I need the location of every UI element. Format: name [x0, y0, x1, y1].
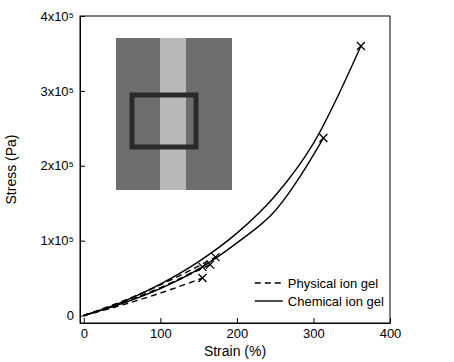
tick-label: 0 [81, 326, 88, 341]
plot-frame [80, 16, 390, 323]
tick-label: 200 [227, 326, 249, 341]
y-axis: 0 1x10⁵ 2x10⁵ 3x10⁵ 4x10⁵ [40, 9, 85, 324]
tick: 300 [303, 318, 325, 341]
break-marker [198, 274, 206, 282]
legend-label: Chemical ion gel [288, 294, 384, 309]
legend-label: Physical ion gel [288, 276, 378, 291]
x-axis-title: Strain (%) [204, 343, 266, 359]
tick: 200 [227, 318, 249, 341]
tick: 100 [150, 318, 172, 341]
tick-mark [80, 91, 85, 92]
break-marker [319, 134, 327, 142]
chart: 0 100 200 300 400 0 1x10⁵ 2x10⁵ 3x10⁵ 4x10⁵ Strain… [0, 0, 454, 362]
tick-label: 4x10⁵ [40, 9, 74, 24]
tick-mark [80, 241, 85, 242]
tick: 1x10⁵ [40, 233, 85, 248]
legend-swatch [255, 300, 283, 301]
break-marker [357, 42, 365, 50]
y-axis-title: Stress (Pa) [3, 134, 19, 204]
tick: 0 [67, 308, 85, 323]
legend-entry: Physical ion gel [255, 276, 378, 291]
inset-background [116, 38, 232, 190]
tick-mark [237, 318, 238, 323]
tick-mark [313, 318, 314, 323]
tick-mark [160, 318, 161, 323]
tick-mark [84, 318, 85, 323]
plot-area [84, 42, 365, 316]
series-line [84, 257, 216, 315]
tick: 4x10⁵ [40, 9, 85, 24]
tick: 3x10⁵ [40, 84, 85, 99]
tick-label: 100 [150, 326, 172, 341]
inset-rod [160, 38, 186, 190]
tick-label: 1x10⁵ [40, 233, 74, 248]
inset-clamp [132, 95, 196, 147]
legend-swatch [255, 282, 283, 283]
tick-label: 2x10⁵ [40, 158, 74, 173]
tick-label: 3x10⁵ [40, 84, 74, 99]
tick-label: 300 [303, 326, 325, 341]
tick-mark [80, 166, 85, 167]
series-line [84, 267, 203, 316]
legend-entry: Chemical ion gel [255, 294, 384, 309]
tick-label: 0 [67, 308, 74, 323]
tick: 2x10⁵ [40, 158, 85, 173]
inset-photo [116, 38, 232, 190]
x-axis: 0 100 200 300 400 [81, 318, 402, 341]
legend: Physical ion gel Chemical ion gel [255, 276, 384, 309]
series-line [84, 265, 210, 316]
tick-label: 400 [380, 326, 402, 341]
tick: 0 [81, 318, 88, 341]
